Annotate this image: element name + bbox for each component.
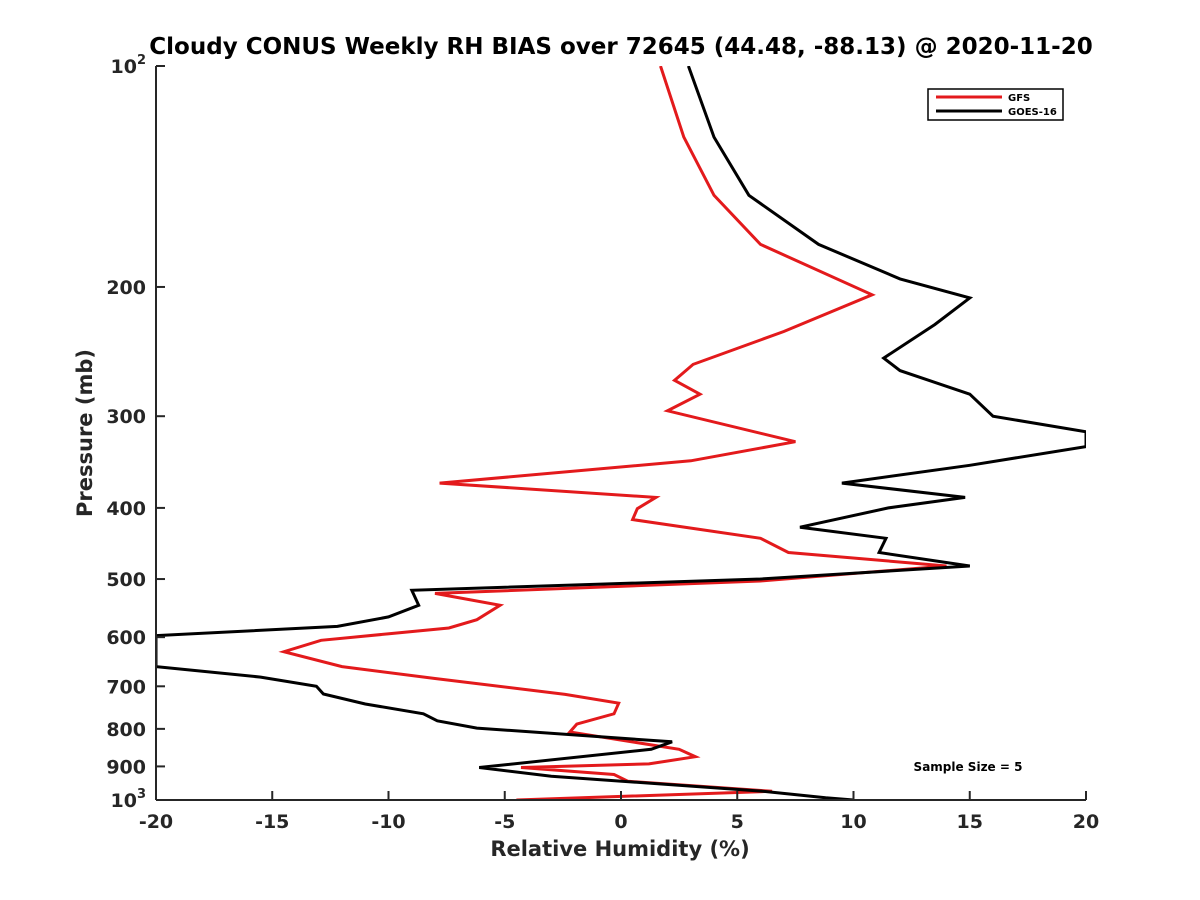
y-tick-label: 400 bbox=[106, 498, 146, 520]
y-tick-label: 102 bbox=[111, 53, 147, 78]
legend-entry: GFS bbox=[1008, 93, 1030, 104]
x-tick-label: 10 bbox=[840, 811, 866, 833]
x-tick-label: -10 bbox=[371, 811, 405, 833]
series-line-goes-16 bbox=[156, 66, 1086, 800]
y-tick-label: 600 bbox=[106, 627, 146, 649]
y-tick-label: 300 bbox=[106, 406, 146, 428]
x-tick-label: -5 bbox=[494, 811, 515, 833]
x-tick-label: -15 bbox=[255, 811, 289, 833]
series-line-gfs bbox=[278, 66, 947, 800]
y-tick-label: 200 bbox=[106, 277, 146, 299]
chart-title: Cloudy CONUS Weekly RH BIAS over 72645 (… bbox=[149, 34, 1092, 60]
series-layer bbox=[156, 66, 1086, 800]
x-axis-label: Relative Humidity (%) bbox=[490, 837, 749, 861]
y-tick-label: 900 bbox=[106, 756, 146, 778]
x-tick-label: 0 bbox=[614, 811, 627, 833]
y-tick-label: 500 bbox=[106, 569, 146, 591]
legend: GFS GOES-16 bbox=[927, 88, 1064, 121]
x-tick-label: 15 bbox=[957, 811, 983, 833]
legend-box bbox=[927, 88, 1064, 121]
y-tick-label: 103 bbox=[111, 787, 147, 812]
y-axis-label: Pressure (mb) bbox=[73, 349, 97, 517]
x-tick-label: 20 bbox=[1073, 811, 1099, 833]
legend-entry: GOES-16 bbox=[1008, 107, 1057, 118]
x-tick-label: 5 bbox=[731, 811, 744, 833]
tick-layer: -20 -15 -10 -5 0 5 10 15 20 102 200 300 400 500 600 700… bbox=[106, 53, 1099, 833]
x-tick-label: -20 bbox=[139, 811, 173, 833]
y-tick-label: 700 bbox=[106, 676, 146, 698]
y-tick-label: 800 bbox=[106, 719, 146, 741]
sample-size-annotation: Sample Size = 5 bbox=[914, 760, 1023, 774]
